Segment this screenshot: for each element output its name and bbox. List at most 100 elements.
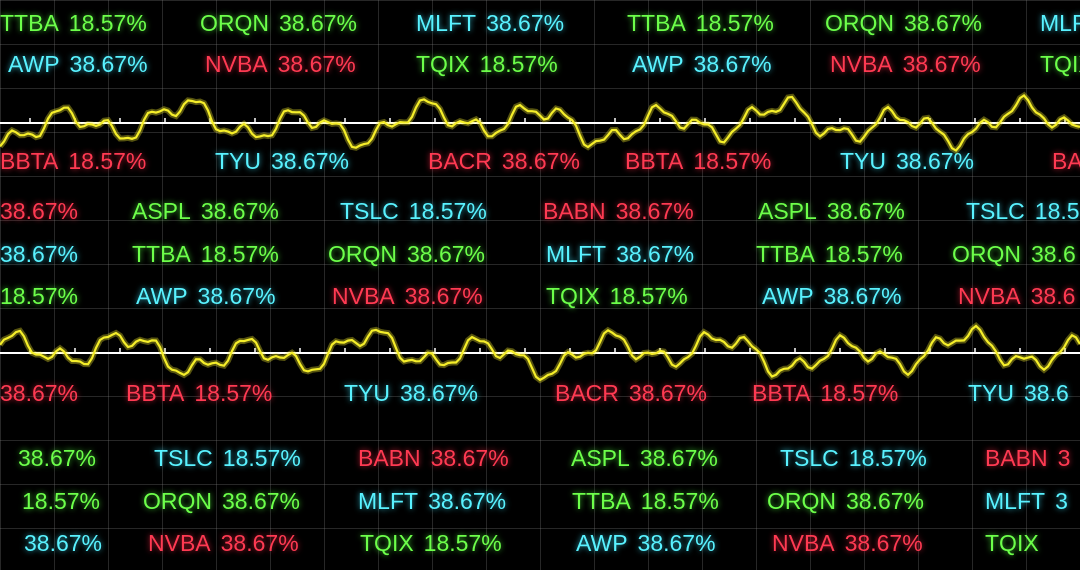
ticker-symbol: ORQN [328,241,397,267]
ticker-percent: 38.67% [639,445,718,471]
ticker-row: AWP 38.67% NVBA 38.67% TQIX 18.57% AWP 38.67% NV… [0,47,1080,81]
ticker-symbol: TTBA [627,10,686,36]
ticker-symbol: ASPL [571,445,630,471]
ticker-quote: NVBA 38.67% [205,47,356,81]
ticker-percent: 38.67% [18,445,97,471]
ticker-quote: TSLC 18.57% [340,194,487,228]
ticker-percent: 38.67% [693,51,772,77]
ticker-symbol: TQIX [416,51,470,77]
ticker-percent: 38.67% [628,380,707,406]
ticker-quote: NVBA 38.6 [958,279,1075,313]
ticker-quote: MLFT 38.67% [546,237,694,271]
ticker-percent: 18.57% [423,530,502,556]
ticker-percent: 18.57% [609,283,688,309]
ticker-quote: ORQN 38.67% [143,484,300,518]
ticker-quote: AWP 38.67% [136,279,276,313]
ticker-quote: BBTA 18.57% [126,376,272,410]
ticker-quote: TTBA 18.57% [132,237,279,271]
ticker-percent: 38.67% [846,488,925,514]
ticker-symbol: MLFT [358,488,419,514]
ticker-row: 38.67% BBTA 18.57% TYU 38.67% BACR 38.67% BBTA 1… [0,376,1080,410]
ticker-quote: TYU 38.67% [344,376,478,410]
ticker-percent: 38.67% [404,283,483,309]
ticker-percent: 18.57% [22,488,101,514]
ticker-symbol: NVBA [148,530,211,556]
ticker-percent: 38.67% [486,10,565,36]
ticker-symbol: TYU [344,380,390,406]
ticker-percent: 38.67% [637,530,716,556]
ticker-percent: 18.57% [479,51,558,77]
ticker-percent: 18.57% [200,241,279,267]
ticker-quote: BBTA 18.57% [752,376,898,410]
ticker-quote: BACR 38.67% [555,376,707,410]
ticker-percent: 38.67% [400,380,479,406]
ticker-symbol: BABN [543,198,606,224]
ticker-percent: 38.67% [896,148,975,174]
ticker-symbol: AWP [576,530,628,556]
ticker-symbol: BABN [358,445,421,471]
ticker-quote: MLFT 38.67% [416,6,564,40]
ticker-percent: 38.6 [1030,283,1076,309]
ticker-quote: TTBA 18.57% [756,237,903,271]
ticker-row: TTBA 18.57% ORQN 38.67% MLFT 38.67% TTBA 18.57%… [0,6,1080,40]
ticker-row: 38.67% TTBA 18.57% ORQN 38.67% MLFT 38.67% TTBA… [0,237,1080,271]
ticker-percent: 38.67% [616,241,695,267]
ticker-symbol: MLFT [416,10,477,36]
ticker-percent: 18.57% [222,445,301,471]
ticker-percent: 38.67% [902,51,981,77]
ticker-quote: ORQN 38.67% [200,6,357,40]
ticker-symbol: ORQN [143,488,212,514]
ticker-row: 18.57% AWP 38.67% NVBA 38.67% TQIX 18.57% AWP 38… [0,279,1080,313]
ticker-symbol: NVBA [830,51,893,77]
ticker-percent: 18.57% [0,283,79,309]
ticker-quote: 18.57% [0,279,78,313]
ticker-symbol: BBTA [126,380,185,406]
ticker-percent: 18.57% [640,488,719,514]
ticker-quote: ASPL 38.67% [571,441,718,475]
ticker-symbol: TQIX [546,283,600,309]
ticker-percent: 38.67% [0,241,79,267]
price-wave-bottom [0,322,1080,384]
ticker-quote: AWP 38.67% [632,47,772,81]
ticker-quote: MLFT 38.67% [358,484,506,518]
ticker-quote: AWP 38.67% [762,279,902,313]
ticker-quote: TQIX [1040,47,1080,81]
ticker-quote: TYU 38.67% [215,144,349,178]
ticker-quote: NVBA 38.67% [772,526,923,560]
ticker-percent: 38.67% [844,530,923,556]
ticker-quote: 18.57% [22,484,100,518]
ticker-symbol: TYU [215,148,261,174]
ticker-quote: ASPL 38.67% [758,194,905,228]
ticker-percent: 38.67% [428,488,507,514]
ticker-quote: 38.67% [0,237,78,271]
ticker-symbol: TQIX [985,530,1039,556]
ticker-quote: NVBA 38.67% [332,279,483,313]
ticker-percent: 18.5 [1034,198,1080,224]
ticker-percent: 18.57% [693,148,772,174]
ticker-quote: TQIX [985,526,1049,560]
ticker-symbol: AWP [136,283,188,309]
ticker-quote: 38.67% [18,441,96,475]
ticker-percent: 38.67% [0,380,79,406]
ticker-symbol: TYU [840,148,886,174]
ticker-quote: NVBA 38.67% [830,47,981,81]
ticker-quote: BACR 38.67% [428,144,580,178]
ticker-quote: BBTA 18.57% [625,144,771,178]
ticker-percent: 38.67% [197,283,276,309]
ticker-symbol: AWP [8,51,60,77]
ticker-quote: TSLC 18.57% [154,441,301,475]
ticker-symbol: BBTA [752,380,811,406]
ticker-quote: ORQN 38.67% [767,484,924,518]
ticker-symbol: TTBA [0,10,59,36]
ticker-quote: TQIX 18.57% [360,526,502,560]
ticker-percent: 38.67% [826,198,905,224]
ticker-symbol: ASPL [132,198,191,224]
ticker-symbol: BBTA [625,148,684,174]
ticker-row: 18.57% ORQN 38.67% MLFT 38.67% TTBA 18.57% ORQN… [0,484,1080,518]
ticker-percent: 38.67% [823,283,902,309]
ticker-percent: 18.57% [68,148,147,174]
ticker-percent: 3 [1057,445,1071,471]
ticker-percent: 38.67% [0,198,79,224]
ticker-symbol: NVBA [205,51,268,77]
